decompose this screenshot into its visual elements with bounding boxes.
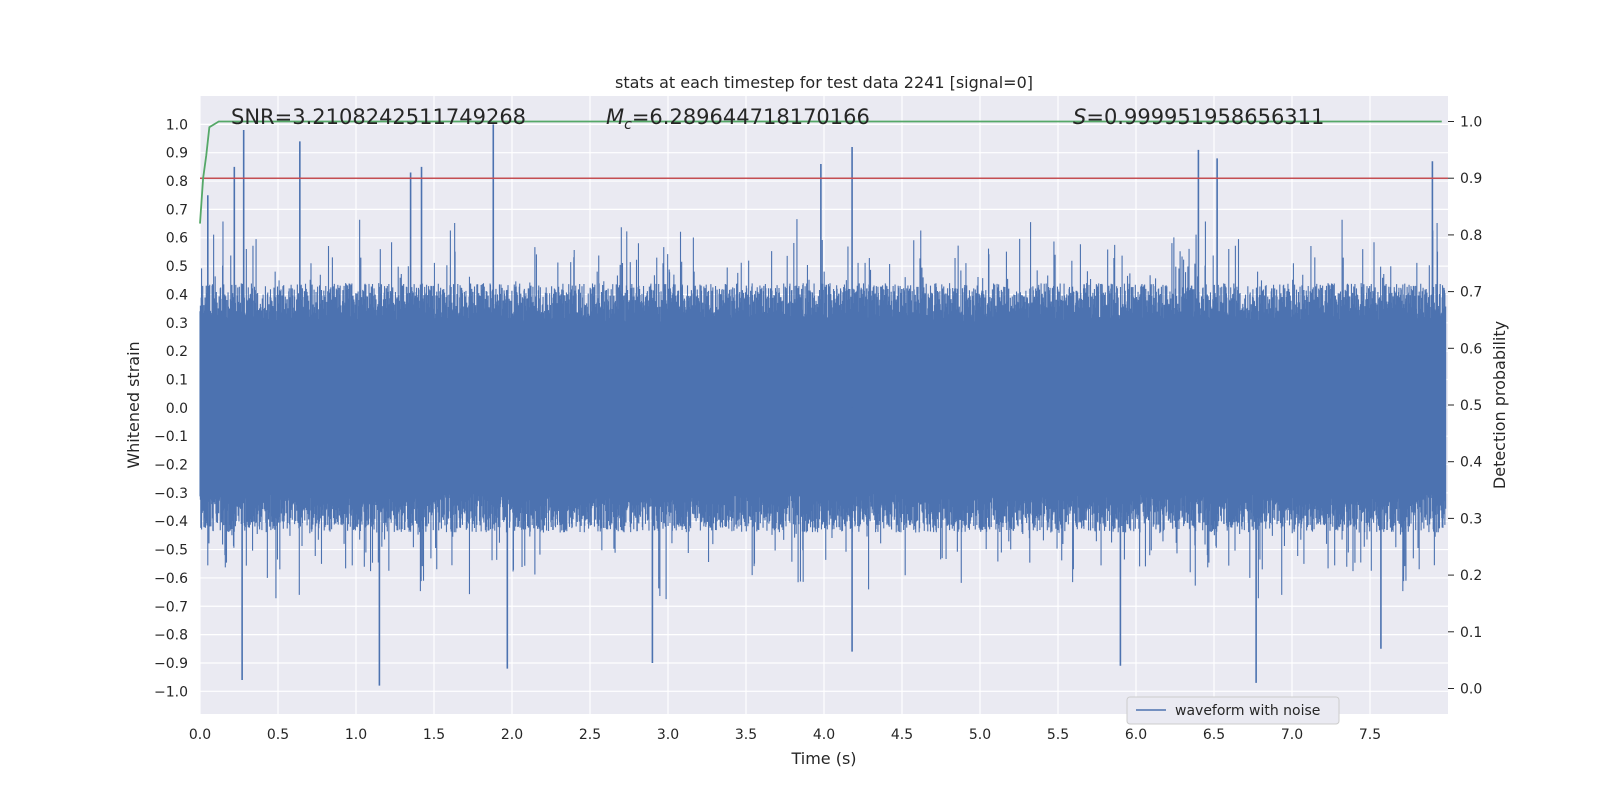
right-y-tick-label: 0.7	[1460, 285, 1482, 301]
right-y-tick-label: 0.1	[1460, 625, 1482, 641]
left-y-tick-label: 0.9	[166, 146, 188, 162]
left-y-tick-label: −0.3	[154, 486, 188, 502]
right-y-tick-label: 0.0	[1460, 681, 1482, 697]
snr-annotation: SNR=3.2108242511749268	[231, 105, 526, 129]
chirp-mass-subscript: c	[624, 117, 632, 133]
x-tick-label: 7.0	[1281, 727, 1303, 743]
x-tick-label: 1.5	[423, 727, 445, 743]
right-y-tick-label: 0.9	[1460, 171, 1482, 187]
left-y-tick-label: −0.2	[154, 458, 188, 474]
y-axis-label-right: Detection probability	[1490, 321, 1509, 489]
left-y-tick-label: −1.0	[154, 684, 188, 700]
strain-series	[199, 124, 1447, 686]
right-y-tick-label: 1.0	[1460, 115, 1482, 131]
x-tick-label: 3.0	[657, 727, 679, 743]
x-tick-label: 1.0	[345, 727, 367, 743]
x-axis-label: Time (s)	[790, 749, 856, 768]
left-y-tick-label: 0.7	[166, 202, 188, 218]
x-tick-label: 7.5	[1359, 727, 1381, 743]
x-tick-label: 5.5	[1047, 727, 1069, 743]
left-y-tick-label: 0.3	[166, 316, 188, 332]
right-y-tick-label: 0.2	[1460, 568, 1482, 584]
score-annotation: S=0.999951958656311	[1073, 105, 1324, 129]
x-tick-label: 4.5	[891, 727, 913, 743]
right-y-tick-label: 0.6	[1460, 341, 1482, 357]
left-y-tick-label: −0.9	[154, 656, 188, 672]
x-tick-label: 0.5	[267, 727, 289, 743]
x-tick-label: 2.5	[579, 727, 601, 743]
y-axis-label-left: Whitened strain	[124, 341, 143, 468]
left-y-tick-label: 0.2	[166, 344, 188, 360]
x-tick-label: 3.5	[735, 727, 757, 743]
left-y-tick-label: −0.7	[154, 599, 188, 615]
score-symbol: S	[1073, 105, 1086, 129]
x-tick-label: 5.0	[969, 727, 991, 743]
legend: waveform with noise	[1126, 696, 1340, 725]
x-tick-label: 2.0	[501, 727, 523, 743]
x-tick-label: 0.0	[189, 727, 211, 743]
left-y-tick-label: −0.6	[154, 571, 188, 587]
legend-label: waveform with noise	[1175, 703, 1320, 719]
legend-box	[1126, 696, 1340, 725]
left-y-tick-label: 0.0	[166, 401, 188, 417]
x-axis-ticks: 0.0 0.5 1.0 1.5 2.0 2.5 3.0 3.5 4.0 4.5 5.0 5.5 6.0 6…	[189, 727, 1381, 743]
left-y-tick-label: −0.4	[154, 514, 188, 530]
strain-noise-body	[199, 219, 1447, 600]
right-y-tick-label: 0.5	[1460, 398, 1482, 414]
right-y-tick-label: 0.3	[1460, 511, 1482, 527]
left-y-tick-label: −0.5	[154, 543, 188, 559]
left-y-tick-label: −0.8	[154, 628, 188, 644]
right-y-tick-label: 0.4	[1460, 455, 1482, 471]
x-tick-label: 6.5	[1203, 727, 1225, 743]
left-axis-ticks: 1.0 0.9 0.8 0.7 0.6 0.5 0.4 0.3 0.2 0.1 0.0 −0.1 −0.…	[154, 117, 188, 700]
left-y-tick-label: 0.1	[166, 372, 188, 388]
chirp-mass-annotation: Mc=6.289644718170166	[606, 105, 870, 133]
right-y-tick-label: 0.8	[1460, 228, 1482, 244]
right-axis-ticks: 1.0 0.9 0.8 0.7 0.6 0.5 0.4 0.3 0.2 0.1 0.0	[1448, 115, 1482, 697]
left-y-tick-label: 0.6	[166, 231, 188, 247]
chirp-mass-value: =6.289644718170166	[632, 105, 870, 129]
probability-series	[199, 120, 1442, 224]
score-value: =0.999951958656311	[1086, 105, 1324, 129]
left-y-tick-label: 0.4	[166, 287, 188, 303]
chirp-mass-symbol: M	[606, 105, 624, 129]
left-y-tick-label: 1.0	[166, 117, 188, 133]
left-y-tick-label: 0.8	[166, 174, 188, 190]
left-y-tick-label: −0.1	[154, 429, 188, 445]
chart-title: stats at each timestep for test data 224…	[615, 73, 1033, 92]
x-tick-label: 4.0	[813, 727, 835, 743]
left-y-tick-label: 0.5	[166, 259, 188, 275]
x-tick-label: 6.0	[1125, 727, 1147, 743]
